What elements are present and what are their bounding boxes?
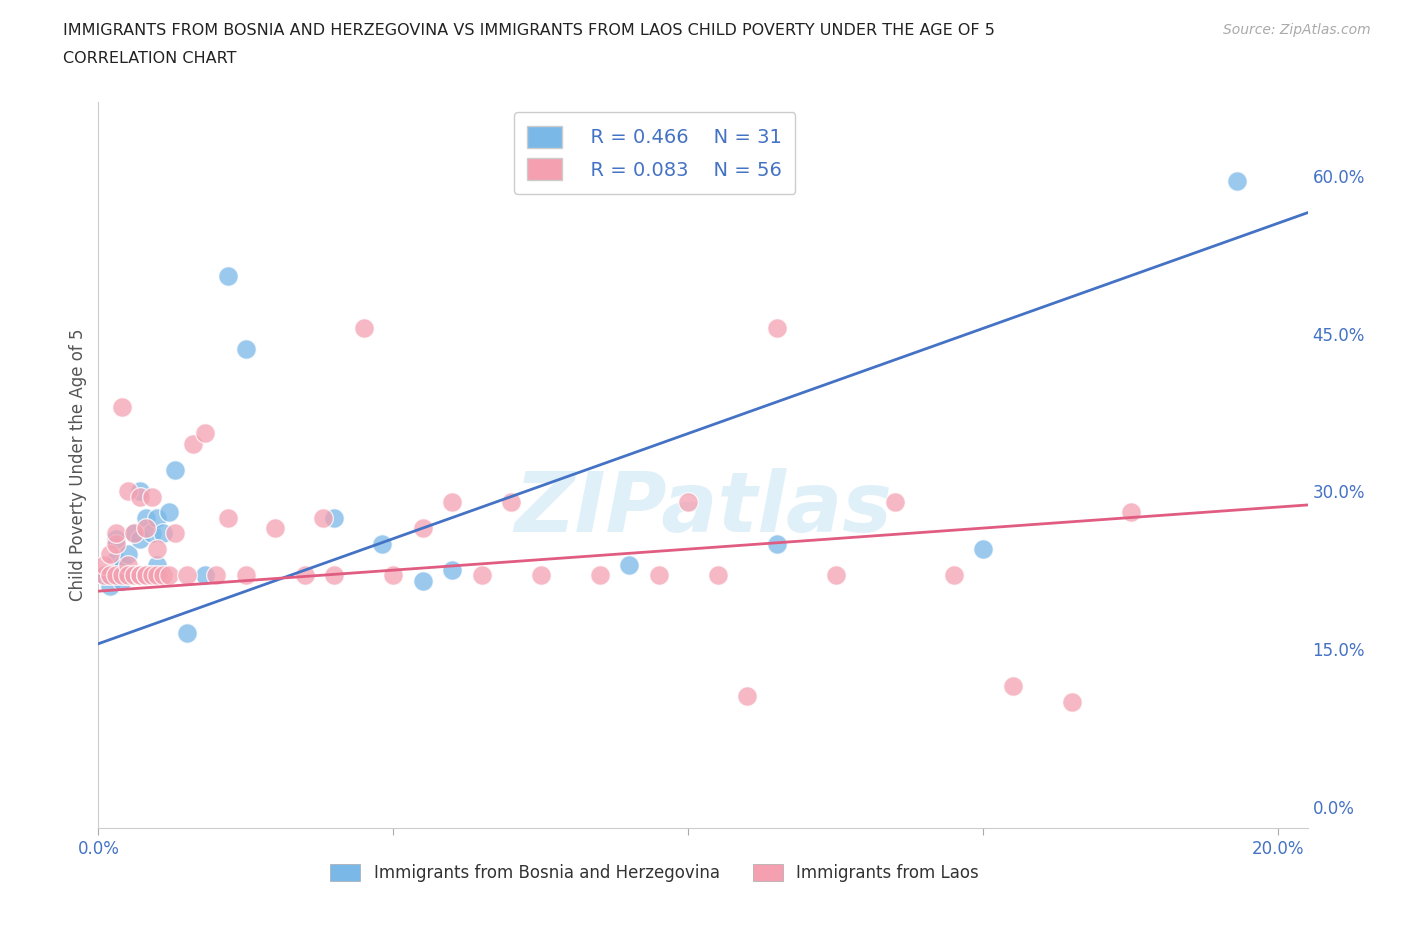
Legend: Immigrants from Bosnia and Herzegovina, Immigrants from Laos: Immigrants from Bosnia and Herzegovina, … [321, 854, 988, 892]
Point [501, 495, 523, 510]
Point [141, 568, 163, 583]
Point [111, 568, 134, 583]
Point [441, 563, 464, 578]
Point [105, 537, 128, 551]
Point [135, 511, 157, 525]
Point [217, 269, 239, 284]
Point [141, 525, 163, 540]
Point [117, 484, 139, 498]
Point [412, 521, 434, 536]
Point [105, 525, 128, 540]
Point [105, 552, 128, 567]
Point [235, 342, 257, 357]
Point [165, 525, 187, 540]
Point [111, 400, 134, 415]
Point [157, 505, 180, 520]
Point [353, 321, 375, 336]
Point [128, 484, 150, 498]
Point [98, 568, 121, 583]
Point [194, 426, 217, 441]
Point [648, 568, 671, 583]
Point [128, 531, 150, 546]
Point [152, 525, 174, 540]
Point [152, 568, 174, 583]
Point [117, 557, 139, 572]
Text: Source: ZipAtlas.com: Source: ZipAtlas.com [1223, 23, 1371, 37]
Point [122, 525, 145, 540]
Point [942, 568, 965, 583]
Point [135, 568, 157, 583]
Point [117, 568, 139, 583]
Point [441, 495, 464, 510]
Point [128, 568, 150, 583]
Point [264, 521, 287, 536]
Point [382, 568, 405, 583]
Point [98, 578, 121, 593]
Point [157, 568, 180, 583]
Point [117, 547, 139, 562]
Point [146, 511, 169, 525]
Point [194, 568, 217, 583]
Point [471, 568, 494, 583]
Point [294, 568, 316, 583]
Point [111, 557, 134, 572]
Point [323, 511, 346, 525]
Text: IMMIGRANTS FROM BOSNIA AND HERZEGOVINA VS IMMIGRANTS FROM LAOS CHILD POVERTY UND: IMMIGRANTS FROM BOSNIA AND HERZEGOVINA V… [63, 23, 995, 38]
Point [589, 568, 612, 583]
Point [824, 568, 846, 583]
Point [105, 568, 128, 583]
Point [117, 568, 139, 583]
Point [323, 568, 346, 583]
Point [165, 463, 187, 478]
Point [122, 568, 145, 583]
Point [972, 541, 994, 556]
Point [883, 495, 905, 510]
Point [765, 537, 787, 551]
Point [135, 568, 157, 583]
Point [93, 557, 115, 572]
Point [146, 568, 169, 583]
Y-axis label: Child Poverty Under the Age of 5: Child Poverty Under the Age of 5 [69, 328, 87, 602]
Text: ZIPatlas: ZIPatlas [515, 468, 891, 549]
Point [1226, 174, 1249, 189]
Point [128, 568, 150, 583]
Point [181, 436, 204, 451]
Point [141, 489, 163, 504]
Point [1001, 678, 1024, 693]
Point [146, 557, 169, 572]
Point [105, 531, 128, 546]
Point [128, 489, 150, 504]
Point [706, 568, 728, 583]
Text: CORRELATION CHART: CORRELATION CHART [63, 51, 236, 66]
Point [1060, 694, 1083, 709]
Point [176, 626, 198, 641]
Point [678, 495, 700, 510]
Point [205, 568, 228, 583]
Point [1119, 505, 1142, 520]
Point [311, 511, 333, 525]
Point [619, 557, 641, 572]
Point [122, 525, 145, 540]
Point [98, 547, 121, 562]
Point [217, 511, 239, 525]
Point [235, 568, 257, 583]
Point [530, 568, 553, 583]
Point [93, 568, 115, 583]
Point [135, 521, 157, 536]
Point [93, 568, 115, 583]
Point [735, 689, 758, 704]
Point [111, 573, 134, 588]
Point [176, 568, 198, 583]
Point [146, 541, 169, 556]
Point [765, 321, 787, 336]
Point [122, 568, 145, 583]
Point [412, 573, 434, 588]
Point [370, 537, 392, 551]
